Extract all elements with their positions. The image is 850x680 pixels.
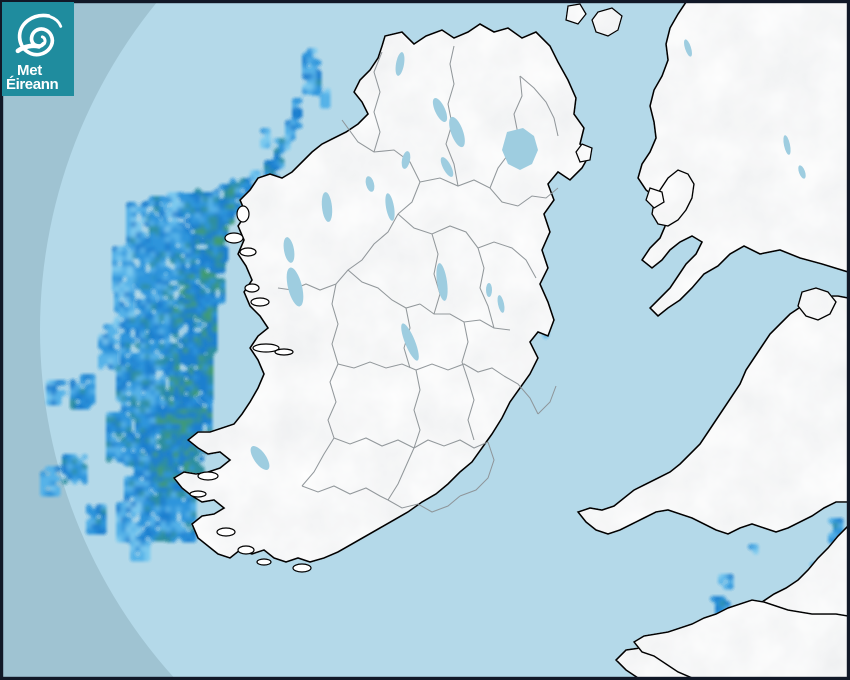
- logo-wordmark: Met Éireann: [2, 63, 74, 94]
- lake-lough-gill: [365, 176, 375, 192]
- logo-line-eireann: Éireann: [6, 76, 59, 94]
- lake-lough-neagh: [502, 128, 538, 170]
- lake-lough-corrib: [286, 267, 304, 307]
- lake-scottish-loch: [684, 39, 692, 57]
- lake-lough-erne: [449, 116, 465, 148]
- lake-windermere: [783, 135, 791, 155]
- spiral-swirl-icon: [15, 13, 63, 57]
- lake-lough-ree: [436, 263, 448, 301]
- lake-lough-foyle: [401, 151, 411, 169]
- lake-lough-swilly: [395, 52, 405, 76]
- lake-lough-derg: [401, 323, 419, 361]
- lake-killarney: [250, 446, 270, 470]
- lake-lough-sheelin: [440, 157, 454, 177]
- met-eireann-logo[interactable]: Met Éireann: [2, 2, 74, 96]
- lake-poulaphouca: [486, 283, 492, 297]
- lake-bala: [798, 165, 806, 179]
- lake-blessington: [497, 295, 505, 313]
- lake-lough-mask: [283, 237, 295, 263]
- lake-lough-allen: [385, 193, 395, 221]
- lake-lower-erne: [432, 98, 448, 122]
- lake-lough-conn: [321, 192, 333, 222]
- lake-shapes: [250, 39, 806, 470]
